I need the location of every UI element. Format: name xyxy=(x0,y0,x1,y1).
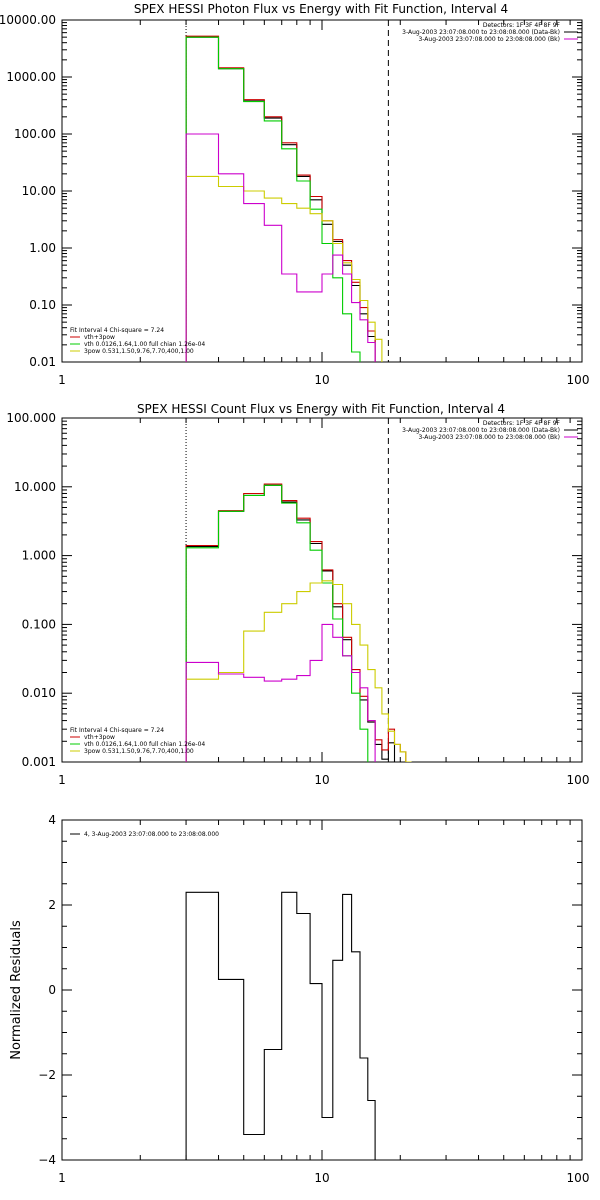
plot-frame xyxy=(61,417,583,763)
y-tick-label: 100.000 xyxy=(6,411,56,425)
x-tick-label: 10 xyxy=(314,1171,329,1185)
y-tick-label: 10.000 xyxy=(14,480,56,494)
y-tick-label: 100.00 xyxy=(14,127,56,141)
panel-photon-flux: SPEX HESSI Photon Flux vs Energy with Fi… xyxy=(0,2,589,387)
y-tick-label: 0.01 xyxy=(29,355,56,369)
info-label: 3-Aug-2003 23:07:08.000 to 23:08:08.000 … xyxy=(402,427,560,434)
panel-title: SPEX HESSI Photon Flux vs Energy with Fi… xyxy=(134,2,508,16)
y-tick-label: 1000.00 xyxy=(6,70,56,84)
y-tick-label: −2 xyxy=(38,1068,56,1082)
x-tick-label: 100 xyxy=(567,1171,590,1185)
legend-label: vth+3pow xyxy=(84,734,115,741)
x-tick-label: 10 xyxy=(314,773,329,787)
plot-frame xyxy=(61,19,583,363)
series-group xyxy=(185,35,383,362)
panel-title: SPEX HESSI Count Flux vs Energy with Fit… xyxy=(137,402,505,416)
info-label: 3-Aug-2003 23:07:08.000 to 23:08:08.000 … xyxy=(418,434,560,441)
series-line-3pow xyxy=(185,580,412,762)
series-group xyxy=(185,891,376,1160)
info-label: Detectors: 1F 3F 4F 8F 9F xyxy=(483,22,561,29)
y-tick-label: −4 xyxy=(38,1153,56,1167)
y-tick-label: 0.001 xyxy=(22,755,56,769)
legend-label: vth+3pow xyxy=(84,334,115,341)
x-tick-label: 10 xyxy=(314,373,329,387)
legend-label: Fit Interval 4 Chi-square = 7.24 xyxy=(70,327,164,334)
series-line-residuals xyxy=(185,891,376,1160)
series-line-bk xyxy=(185,133,376,362)
panel-residuals: Normalized Residuals 1 10 100 4 2 0 −2 −4 4, 3-A… xyxy=(9,813,589,1185)
legend-label: 3pow 0.531,1.50,9.76,7.70,400,1.00 xyxy=(84,748,194,755)
x-tick-label: 1 xyxy=(58,373,66,387)
y-tick-label: 0 xyxy=(48,983,56,997)
panel-count-flux: SPEX HESSI Count Flux vs Energy with Fit… xyxy=(6,402,589,787)
x-tick-label: 1 xyxy=(58,773,66,787)
y-tick-label: 0.10 xyxy=(29,298,56,312)
y-tick-label: 1.00 xyxy=(29,241,56,255)
x-tick-label: 100 xyxy=(567,373,590,387)
y-tick-label: 4 xyxy=(48,813,56,827)
series-line-vth xyxy=(185,36,361,362)
legend-label: 4, 3-Aug-2003 23:07:08.000 to 23:08:08.0… xyxy=(84,831,219,838)
y-tick-label: 10.00 xyxy=(22,184,56,198)
series-line-vth-3pow xyxy=(185,483,412,762)
series-line-3pow xyxy=(185,175,383,362)
x-tick-label: 100 xyxy=(567,773,590,787)
series-line-vth-3pow xyxy=(185,35,376,362)
legend-label: 3pow 0.531,1.50,9.76,7.70,400,1.00 xyxy=(84,348,194,355)
series-group xyxy=(185,483,412,762)
x-tick-label: 1 xyxy=(58,1171,66,1185)
info-label: Detectors: 1F 3F 4F 8F 9F xyxy=(483,420,561,427)
info-label: 3-Aug-2003 23:07:08.000 to 23:08:08.000 … xyxy=(418,36,560,43)
y-axis-label: Normalized Residuals xyxy=(9,920,24,1060)
series-line-bk xyxy=(185,623,376,762)
y-tick-label: 1.000 xyxy=(22,549,56,563)
series-line-data-bk xyxy=(185,36,376,362)
y-tick-label: 2 xyxy=(48,898,56,912)
series-line-vth xyxy=(185,484,369,762)
info-label: 3-Aug-2003 23:07:08.000 to 23:08:08.000 … xyxy=(402,29,560,36)
legend-label: Fit Interval 4 Chi-square = 7.24 xyxy=(70,727,164,734)
series-line-data-bk xyxy=(185,484,396,762)
y-tick-label: 10000.00 xyxy=(0,13,56,27)
legend-label: vth 0.0126,1.64,1.00 full chian 1.26e-04 xyxy=(84,741,205,748)
y-tick-label: 0.010 xyxy=(22,686,56,700)
y-tick-label: 0.100 xyxy=(22,617,56,631)
legend-label: vth 0.0126,1.64,1.00 full chian 1.26e-04 xyxy=(84,341,205,348)
